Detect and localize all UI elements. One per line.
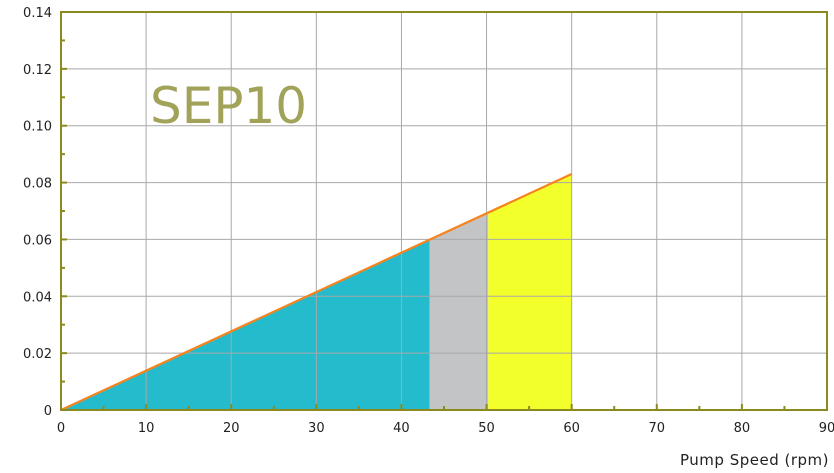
x-axis-title: Pump Speed (rpm) [680,451,829,469]
y-tick-label: 0.06 [23,233,52,248]
x-tick-label: 90 [819,421,834,436]
tick-labels: 0 10 20 30 40 50 60 70 80 90 0 0.02 0.04 0.06 0.08 0.10… [23,6,834,436]
y-tick-label: 0.12 [23,63,52,78]
x-tick-label: 20 [223,421,240,436]
y-tick-label: 0.08 [23,177,52,192]
grid-lines [61,12,827,410]
x-tick-label: 10 [138,421,155,436]
x-tick-label: 40 [393,421,410,436]
series-lines [60,173,573,411]
axis-ticks [60,11,828,411]
x-tick-label: 60 [563,421,580,436]
y-tick-label: 0.04 [23,290,52,305]
series-line [60,173,573,411]
x-tick-label: 70 [649,421,666,436]
y-tick-label: 0.14 [23,6,52,21]
region-3 [488,174,572,410]
y-tick-label: 0.02 [23,347,52,362]
x-tick-label: 0 [57,421,65,436]
x-tick-label: 50 [478,421,495,436]
y-tick-label: 0 [44,404,52,419]
x-tick-label: 80 [734,421,751,436]
chart-title: SEP10 [150,77,307,135]
region-2 [429,212,489,410]
x-tick-label: 30 [308,421,325,436]
y-tick-label: 0.10 [23,120,52,135]
